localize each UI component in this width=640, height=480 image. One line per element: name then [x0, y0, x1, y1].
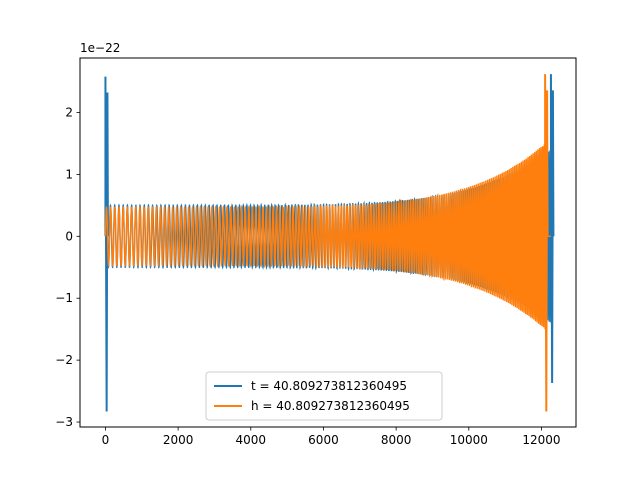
y-tick-label: −1 [55, 291, 73, 305]
y-tick-label: 1 [65, 167, 73, 181]
x-tick-label: 6000 [308, 433, 339, 447]
legend-box [205, 371, 443, 421]
x-tick-label: 2000 [163, 433, 194, 447]
series-h-line [104, 144, 546, 330]
axes-frame [79, 57, 577, 428]
x-axis: 0 2000 4000 6000 8000 10000 12000 [102, 427, 561, 447]
y-axis: −3 −2 −1 0 1 2 [55, 105, 80, 429]
x-tick-label: 8000 [381, 433, 412, 447]
y-tick-label: −3 [55, 415, 73, 429]
x-tick-label: 0 [102, 433, 110, 447]
y-tick-label: 2 [65, 105, 73, 119]
y-offset-label: 1e−22 [80, 41, 120, 55]
series-h-end-spike [544, 74, 549, 412]
y-tick-label: 0 [65, 229, 73, 243]
legend: t = 40.809273812360495 h = 40.80927381236… [205, 371, 443, 421]
legend-label: t = 40.809273812360495 [251, 379, 407, 393]
series-t-end-spike [549, 74, 555, 384]
x-tick-label: 12000 [522, 433, 560, 447]
x-tick-label: 4000 [236, 433, 267, 447]
legend-label: h = 40.809273812360495 [251, 399, 410, 413]
y-tick-label: −2 [55, 353, 73, 367]
x-tick-label: 10000 [450, 433, 488, 447]
